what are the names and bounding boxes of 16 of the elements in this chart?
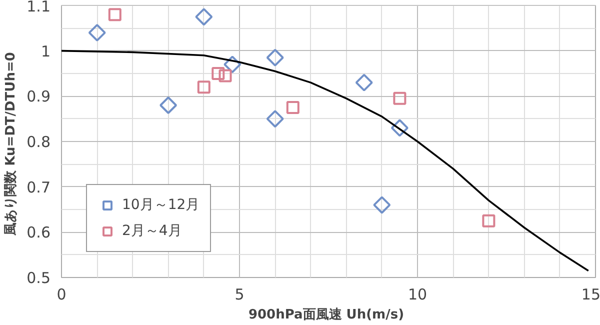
y-tick-label: 1 bbox=[40, 42, 51, 60]
x-tick-label: 10 bbox=[408, 286, 428, 304]
x-axis-title: 900hPa面風速 Uh(m/s) bbox=[248, 308, 404, 322]
y-tick-label: 0.5 bbox=[26, 269, 51, 287]
y-tick-label: 0.8 bbox=[26, 133, 51, 151]
y-tick-label: 0.9 bbox=[26, 88, 51, 106]
y-axis-title: 風あり関数 Ku=DT/DTUh=0 bbox=[4, 52, 19, 236]
y-tick-label: 0.6 bbox=[26, 224, 51, 242]
line-series bbox=[62, 50, 590, 272]
x-tick-label: 0 bbox=[56, 286, 66, 304]
x-tick-label: 15 bbox=[581, 286, 600, 304]
y-tick-label: 1.1 bbox=[26, 0, 51, 16]
legend-label: 2月～4月 bbox=[122, 222, 182, 240]
legend-label: 10月～12月 bbox=[122, 196, 200, 214]
x-tick-label: 5 bbox=[234, 286, 244, 304]
y-tick-label: 0.7 bbox=[26, 178, 51, 196]
